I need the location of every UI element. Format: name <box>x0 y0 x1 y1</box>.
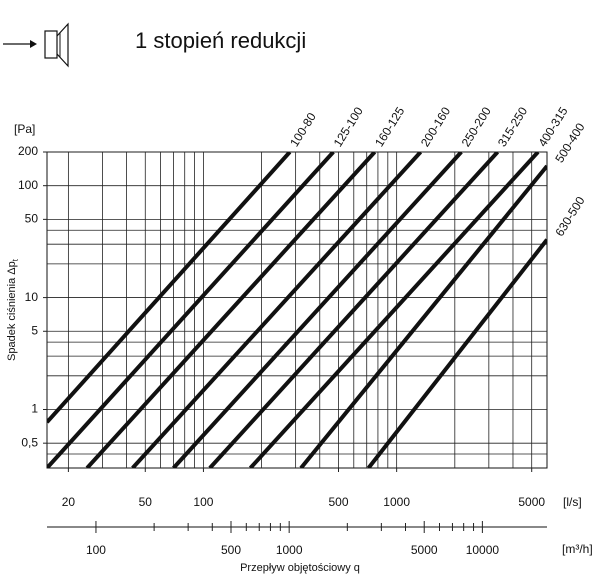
y-tick-label: 50 <box>25 212 39 226</box>
series-line <box>366 238 547 468</box>
series-label: 315-250 <box>495 104 530 149</box>
series-line <box>208 152 500 468</box>
y-tick-label: 5 <box>31 323 38 337</box>
series-group <box>47 152 547 468</box>
x-unit: [l/s] <box>563 495 582 509</box>
series-label: 125-100 <box>331 104 366 149</box>
y-unit: [Pa] <box>14 122 35 136</box>
x-tick-label: 20 <box>62 495 76 509</box>
x-label: Przepływ objętościowy q <box>240 562 360 574</box>
x-tick-label: 500 <box>328 495 348 509</box>
series-line <box>172 152 463 468</box>
x2-tick-label: 5000 <box>411 543 438 557</box>
x-tick-label: 100 <box>193 495 213 509</box>
chart-title: 1 stopień redukcji <box>135 28 306 53</box>
y-tick-label: 1 <box>31 402 38 416</box>
y-label-main: Spadek ciśnienia Δp <box>6 261 18 361</box>
series-label: 250-200 <box>459 104 494 149</box>
x2-tick-label: 100 <box>86 543 106 557</box>
x2-unit: [m³/h] <box>562 542 593 556</box>
y-tick-label: 200 <box>18 144 38 158</box>
series-line <box>47 152 292 424</box>
y-label-sub: t <box>11 258 20 261</box>
series-line <box>47 152 335 468</box>
y-label: Spadek ciśnienia Δpt <box>6 258 20 361</box>
x2-tick-label: 10000 <box>466 543 500 557</box>
x-tick-label: 50 <box>139 495 153 509</box>
series-line <box>131 152 423 468</box>
series-label: 160-125 <box>372 104 407 149</box>
series-line <box>248 152 540 468</box>
header-icon <box>3 22 69 68</box>
series-label: 630-500 <box>552 194 587 239</box>
x2-tick-label: 1000 <box>276 543 303 557</box>
series-label: 200-160 <box>418 104 453 149</box>
y-tick-label: 0,5 <box>21 435 38 449</box>
y-tick-label: 100 <box>18 178 38 192</box>
series-line <box>85 152 377 468</box>
x2-tick-label: 500 <box>221 543 241 557</box>
series-label: 100-80 <box>287 110 319 149</box>
y-tick-label: 10 <box>25 290 39 304</box>
x-tick-label: 1000 <box>383 495 410 509</box>
series-line <box>299 164 547 468</box>
plot-frame <box>46 151 548 469</box>
x-tick-label: 5000 <box>518 495 545 509</box>
